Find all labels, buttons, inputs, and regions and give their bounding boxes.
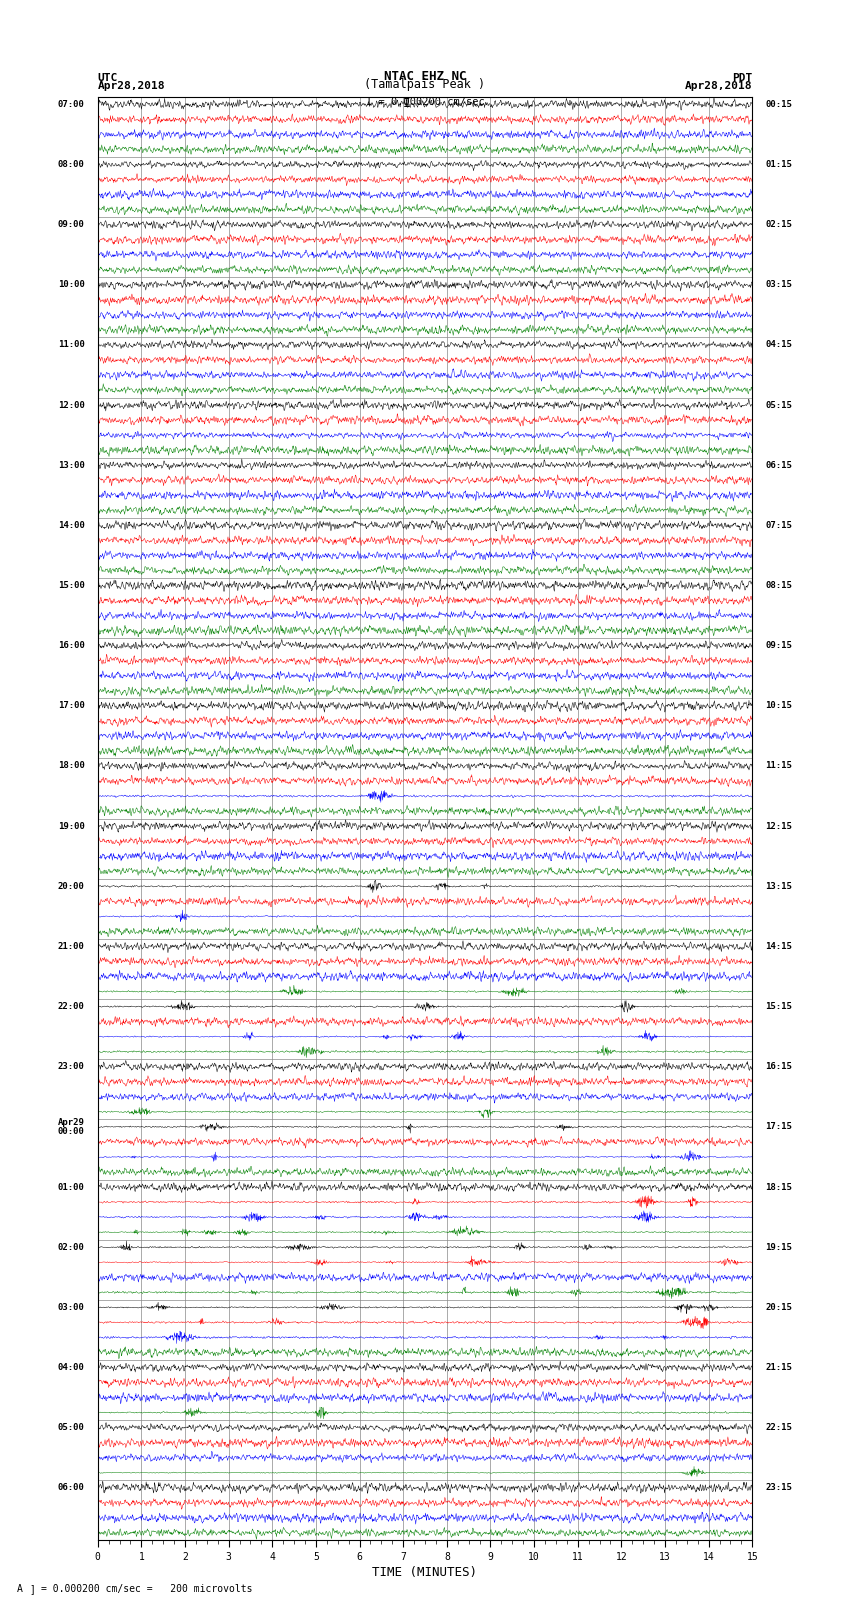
Text: 23:00: 23:00	[58, 1063, 85, 1071]
Text: Apr29: Apr29	[58, 1118, 85, 1127]
Text: 21:00: 21:00	[58, 942, 85, 952]
Text: 05:00: 05:00	[58, 1423, 85, 1432]
Text: 10:00: 10:00	[58, 281, 85, 289]
Text: 03:00: 03:00	[58, 1303, 85, 1311]
Text: 02:00: 02:00	[58, 1242, 85, 1252]
X-axis label: TIME (MINUTES): TIME (MINUTES)	[372, 1566, 478, 1579]
Text: 17:15: 17:15	[765, 1123, 792, 1131]
Text: 04:00: 04:00	[58, 1363, 85, 1373]
Text: 18:00: 18:00	[58, 761, 85, 771]
Text: I = 0.000200 cm/sec: I = 0.000200 cm/sec	[366, 97, 484, 106]
Text: 11:00: 11:00	[58, 340, 85, 350]
Text: 08:15: 08:15	[765, 581, 792, 590]
Text: 16:15: 16:15	[765, 1063, 792, 1071]
Text: PDT: PDT	[732, 73, 752, 84]
Text: Apr28,2018: Apr28,2018	[685, 81, 752, 90]
Text: 02:15: 02:15	[765, 219, 792, 229]
Text: Apr28,2018: Apr28,2018	[98, 81, 165, 90]
Text: 12:15: 12:15	[765, 821, 792, 831]
Text: 01:15: 01:15	[765, 160, 792, 169]
Text: 17:00: 17:00	[58, 702, 85, 710]
Text: 12:00: 12:00	[58, 400, 85, 410]
Text: 04:15: 04:15	[765, 340, 792, 350]
Text: I: I	[403, 97, 410, 110]
Text: 00:15: 00:15	[765, 100, 792, 108]
Text: NTAC EHZ NC: NTAC EHZ NC	[383, 69, 467, 84]
Text: 20:00: 20:00	[58, 882, 85, 890]
Text: 22:15: 22:15	[765, 1423, 792, 1432]
Text: = 0.000200 cm/sec =   200 microvolts: = 0.000200 cm/sec = 200 microvolts	[41, 1584, 252, 1594]
Text: 23:15: 23:15	[765, 1484, 792, 1492]
Text: 18:15: 18:15	[765, 1182, 792, 1192]
Text: 05:15: 05:15	[765, 400, 792, 410]
Text: 21:15: 21:15	[765, 1363, 792, 1373]
Text: 10:15: 10:15	[765, 702, 792, 710]
Text: 14:15: 14:15	[765, 942, 792, 952]
Text: 11:15: 11:15	[765, 761, 792, 771]
Text: 13:15: 13:15	[765, 882, 792, 890]
Text: 15:00: 15:00	[58, 581, 85, 590]
Text: 00:00: 00:00	[58, 1127, 85, 1136]
Text: A: A	[17, 1584, 23, 1594]
Text: 09:15: 09:15	[765, 640, 792, 650]
Text: 19:00: 19:00	[58, 821, 85, 831]
Text: 16:00: 16:00	[58, 640, 85, 650]
Text: 15:15: 15:15	[765, 1002, 792, 1011]
Text: 14:00: 14:00	[58, 521, 85, 529]
Text: 06:00: 06:00	[58, 1484, 85, 1492]
Text: UTC: UTC	[98, 73, 118, 84]
Text: 08:00: 08:00	[58, 160, 85, 169]
Text: 09:00: 09:00	[58, 219, 85, 229]
Text: (Tamalpais Peak ): (Tamalpais Peak )	[365, 77, 485, 90]
Text: 22:00: 22:00	[58, 1002, 85, 1011]
Text: 19:15: 19:15	[765, 1242, 792, 1252]
Text: 01:00: 01:00	[58, 1182, 85, 1192]
Text: 20:15: 20:15	[765, 1303, 792, 1311]
Text: ]: ]	[30, 1584, 36, 1594]
Text: 07:00: 07:00	[58, 100, 85, 108]
Text: 07:15: 07:15	[765, 521, 792, 529]
Text: 03:15: 03:15	[765, 281, 792, 289]
Text: 13:00: 13:00	[58, 461, 85, 469]
Text: 06:15: 06:15	[765, 461, 792, 469]
